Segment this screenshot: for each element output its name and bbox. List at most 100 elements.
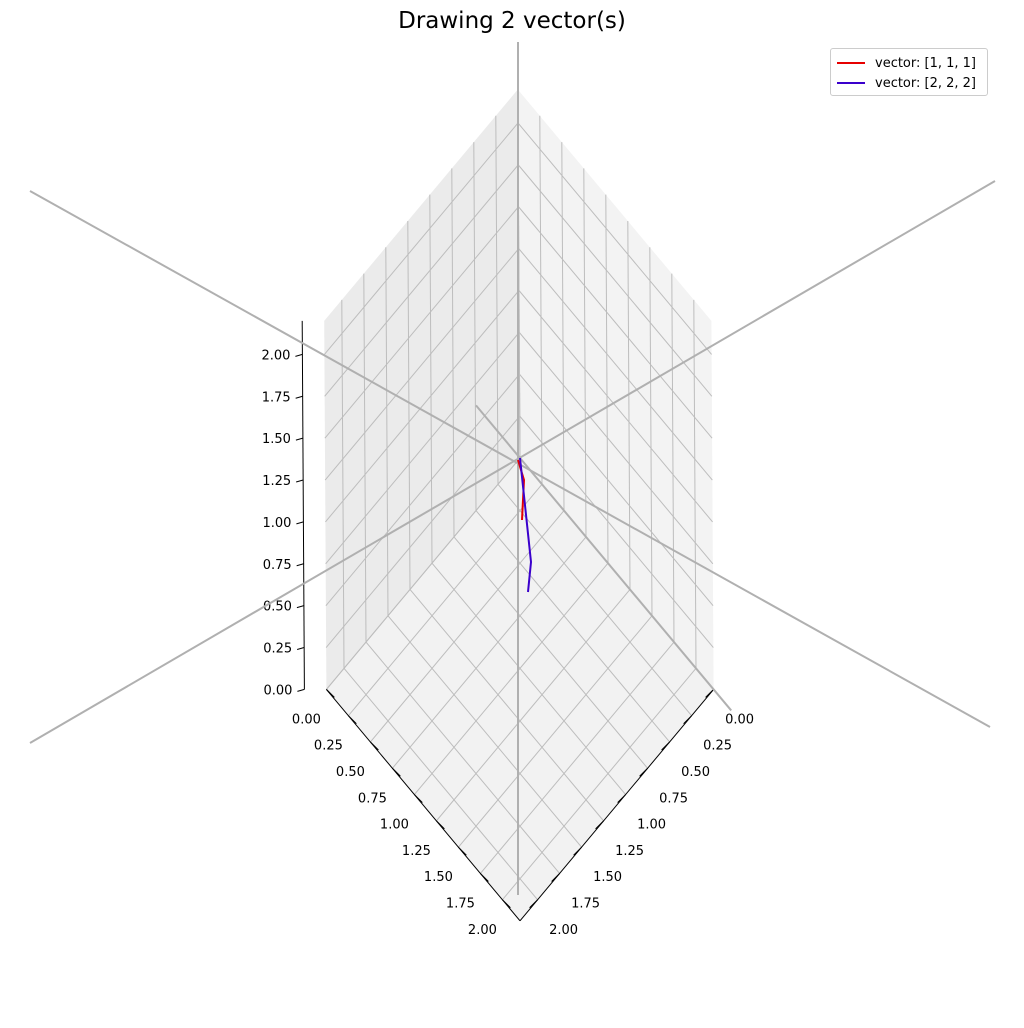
z-axis-line: [301, 320, 305, 690]
z-tick: [295, 395, 303, 399]
z-tick: [297, 647, 305, 651]
grid-line: [517, 122, 712, 355]
z-tick: [296, 521, 304, 525]
legend-swatch-vector-1: [837, 62, 865, 64]
grid-line: [343, 668, 538, 901]
grid-line: [325, 373, 520, 606]
z-tick-label: 0.50: [263, 600, 292, 615]
legend-label-vector-2: vector: [2, 2, 2]: [875, 75, 977, 91]
z-tick: [296, 563, 304, 567]
grid-line: [517, 164, 713, 397]
y-tick-label: 0.75: [659, 791, 688, 806]
chart-title: Drawing 2 vector(s): [398, 8, 626, 34]
grid-line: [480, 641, 675, 874]
x-tick-label: 0.25: [314, 739, 343, 754]
grid-line: [605, 194, 609, 564]
grid-line: [365, 641, 560, 874]
legend-swatch-vector-2: [837, 82, 865, 84]
grid-line: [326, 457, 521, 690]
x-tick: [370, 741, 379, 751]
legend-item-vector-1: vector: [1, 1, 1]: [837, 53, 981, 73]
y-tick-label: 2.00: [549, 923, 578, 938]
z-tick: [296, 605, 305, 609]
y-tick-label: 1.75: [571, 896, 600, 911]
grid-line: [671, 273, 675, 643]
grid-line: [539, 115, 543, 485]
y-axis-line: [519, 689, 714, 922]
z-tick-label: 1.50: [262, 432, 291, 447]
x-tick-label: 1.00: [380, 818, 409, 833]
grid-line: [325, 332, 520, 565]
grid-line: [370, 510, 565, 743]
grid-line: [363, 273, 367, 643]
y-tick-label: 1.25: [615, 844, 644, 859]
x-axis-line: [326, 689, 521, 922]
y-tick: [551, 873, 560, 882]
z-tick: [295, 353, 303, 357]
z-tick: [296, 479, 304, 483]
x-tick: [414, 794, 423, 803]
z-tick-label: 1.00: [262, 516, 291, 531]
x-tick: [348, 715, 357, 725]
z-tick-label: 2.00: [261, 348, 290, 363]
x-tick-label: 0.00: [292, 712, 321, 727]
grid-line: [324, 248, 520, 481]
grid-line: [385, 247, 389, 616]
grid-line: [392, 536, 587, 769]
grid-line: [429, 194, 433, 564]
grid-line: [451, 168, 455, 537]
grid-line: [387, 615, 582, 848]
grid-line: [407, 220, 411, 590]
x-tick: [480, 873, 489, 882]
grid-line: [693, 299, 697, 669]
z-tick-label: 0.75: [263, 558, 292, 573]
grid-line: [495, 115, 499, 485]
legend-label-vector-1: vector: [1, 1, 1]: [875, 55, 977, 71]
x-tick-label: 1.50: [424, 870, 453, 885]
y-tick: [617, 794, 626, 803]
x-tick: [392, 767, 401, 777]
grid-line: [627, 220, 631, 590]
y-tick-label: 0.00: [725, 712, 754, 727]
y-tick-label: 0.50: [681, 765, 710, 780]
x-tick: [502, 899, 511, 909]
x-tick: [326, 689, 335, 698]
grid-line: [453, 536, 648, 769]
y-tick-label: 0.25: [703, 739, 732, 754]
grid-line: [473, 142, 477, 511]
grid-line: [649, 247, 653, 616]
z-tick-label: 1.75: [262, 390, 291, 405]
y-tick-label: 1.00: [637, 818, 666, 833]
grid-line: [518, 248, 713, 481]
grid-line: [519, 415, 714, 648]
guide-line-b: [29, 180, 996, 744]
y-tick: [529, 899, 538, 909]
grid-line: [409, 589, 604, 822]
z-tick: [295, 437, 304, 441]
grid-line: [518, 206, 713, 439]
grid-line: [518, 332, 714, 565]
y-tick: [705, 689, 714, 698]
x-tick-label: 1.25: [402, 844, 431, 859]
grid-line: [348, 483, 543, 717]
grid-line: [324, 206, 519, 439]
x-tick: [458, 846, 467, 856]
vector-2-line: [519, 457, 533, 593]
grid-line: [561, 142, 565, 511]
grid-line: [583, 168, 587, 537]
y-tick: [639, 767, 648, 777]
legend: vector: [1, 1, 1] vector: [2, 2, 2]: [830, 48, 988, 96]
grid-line: [518, 290, 713, 523]
y-tick-label: 1.50: [593, 870, 622, 885]
grid-line: [502, 668, 697, 901]
y-tick: [573, 846, 582, 856]
grid-line: [414, 562, 609, 795]
x-tick-label: 2.00: [468, 923, 497, 938]
pane-right: [517, 89, 714, 690]
grid-line: [519, 373, 714, 606]
x-tick: [436, 820, 445, 830]
pane-left: [324, 89, 520, 690]
z-tick-label: 0.00: [263, 683, 292, 698]
